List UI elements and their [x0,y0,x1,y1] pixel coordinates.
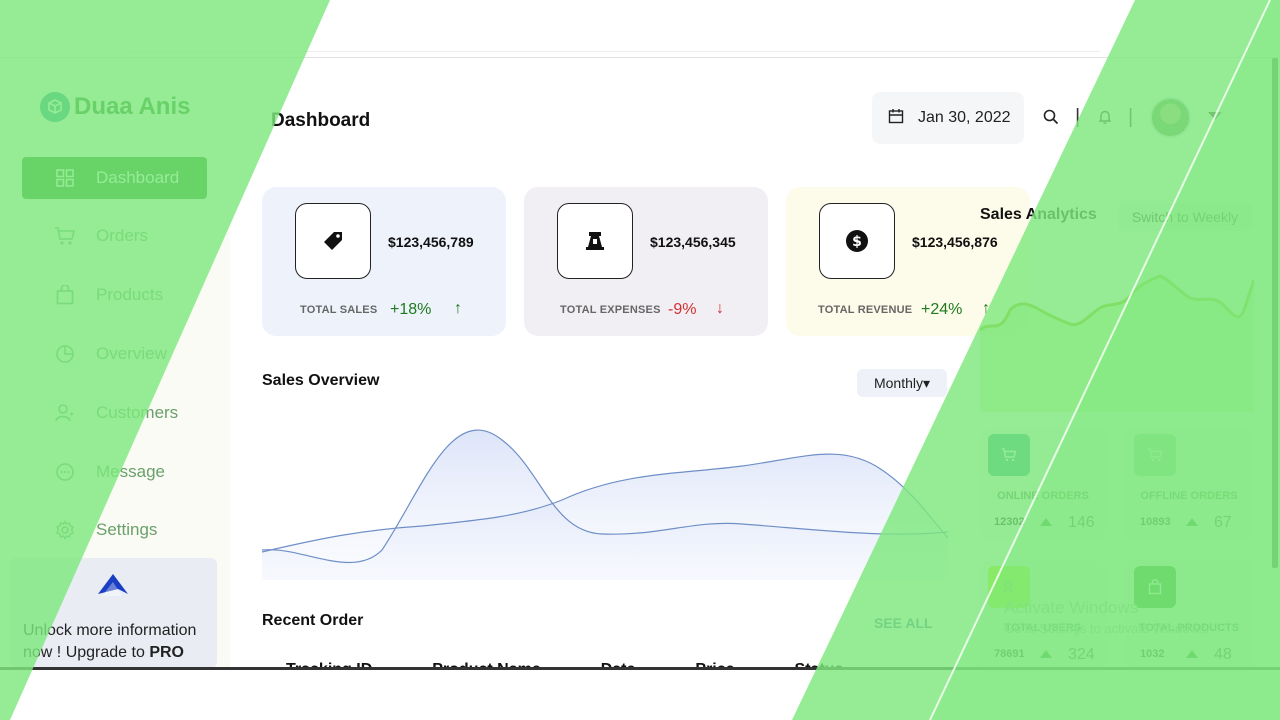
card-label: TOTAL EXPENSES [560,304,661,316]
header-separator: | [1075,106,1081,128]
card-value: $123,456,789 [388,234,474,250]
sidebar-item-label: Overview [96,344,167,363]
avatar[interactable] [1150,97,1191,138]
sidebar-item-label: Orders [96,226,148,245]
triangle-up-icon [1040,650,1052,658]
column-header: Date [600,661,636,670]
card-label: TOTAL REVENUE [818,304,913,316]
stat-value: 1032 [1140,648,1165,660]
sidebar-item-message[interactable]: Message [22,451,207,493]
bottom-divider [0,667,1280,670]
card-value: $123,456,345 [650,234,736,250]
sidebar-item-label: Settings [96,520,158,539]
sidebar-item-label: Products [96,285,164,304]
total-expenses-card: $123,456,345 TOTAL EXPENSES -9% ↓ [524,187,768,336]
sidebar-item-orders[interactable]: Orders [22,215,207,257]
analytics-area [980,276,1254,412]
cart-icon [54,225,76,247]
period-dropdown[interactable]: Monthly▾ [857,369,947,397]
brand[interactable]: Duaa Anis [40,92,190,122]
card-change: +24% [921,301,963,318]
svg-text:$: $ [852,234,862,250]
scrollbar[interactable] [1272,58,1278,568]
sidebar-item-settings[interactable]: Settings [22,509,207,551]
series-line-1 [262,429,948,564]
date-picker[interactable]: Jan 30, 2022 [872,92,1024,144]
sales-overview-chart [262,429,948,580]
stat-online-orders: ONLINE ORDERS 12302 146 [980,428,1106,540]
sales-overview-title: Sales Overview [262,372,380,389]
pie-chart-icon [54,343,76,365]
activation-watermark-subtitle: Go to Settings to activate Windows. [1004,621,1210,636]
grid-icon [54,167,76,189]
cube-logo-icon [40,92,70,122]
users-icon [54,402,76,424]
bag-icon [1134,566,1176,608]
column-header: Product Name [432,661,541,670]
chat-icon [54,461,76,483]
brand-name: Duaa Anis [74,93,191,120]
date-value: Jan 30, 2022 [918,109,1011,126]
expenses-icon [557,203,633,279]
activation-watermark-title: Activate Windows [1004,598,1139,617]
triangle-up-icon [1186,650,1198,658]
stat-label: ONLINE ORDERS [997,490,1089,502]
stat-label: OFFLINE ORDERS [1140,490,1238,502]
stat-change: 146 [1068,514,1095,531]
browser-topbar [0,0,1280,58]
stat-change: 324 [1068,646,1095,663]
dollar-icon: $ [819,203,895,279]
stat-change: 48 [1214,646,1232,663]
total-sales-card: $123,456,789 TOTAL SALES +18% ↑ [262,187,506,336]
card-change: -9% [668,301,697,318]
header-separator: | [1128,106,1134,128]
column-header: Price [695,661,735,670]
sidebar-item-customers[interactable]: Customers [22,392,207,434]
arrow-up-icon: ↑ [454,300,462,317]
promo-text: Unlock more information now ! Upgrade to… [23,622,197,661]
cart-icon [1134,434,1176,476]
sidebar-item-overview[interactable]: Overview [22,333,207,375]
sidebar: Duaa Anis Dashboard Orders Products Over… [0,58,230,668]
recent-order-title: Recent Order [262,612,364,629]
triangle-up-icon [1186,518,1198,526]
sidebar-item-products[interactable]: Products [22,274,207,316]
bag-icon [54,284,76,306]
triangle-up-icon [1040,518,1052,526]
arrow-down-icon: ↓ [716,300,724,317]
cart-icon [988,434,1030,476]
sales-analytics-title: Sales Analytics [980,206,1097,223]
address-bar[interactable] [130,12,1100,52]
search-icon[interactable] [1042,108,1060,126]
switch-weekly-button[interactable]: Switch to Weekly [1118,203,1252,231]
stat-value: 12302 [994,516,1025,528]
tag-icon [295,203,371,279]
upgrade-promo[interactable]: Unlock more information now ! Upgrade to… [10,558,217,668]
sidebar-item-label: Customers [96,403,179,422]
chevron-down-icon[interactable] [1208,112,1222,120]
sidebar-item-label: Message [96,462,165,481]
see-all-link[interactable]: SEE ALL [874,615,933,631]
page-title: Dashboard [271,110,371,131]
sales-analytics-chart [980,274,1254,412]
rocket-logo-icon [96,572,130,603]
stat-value: 10893 [1140,516,1171,528]
card-change: +18% [390,301,432,318]
stat-value: 78691 [994,648,1025,660]
stat-total-products: TOTAL PRODUCTS 1032 48 [1126,560,1252,672]
gear-icon [54,519,76,541]
stat-change: 67 [1214,514,1232,531]
calendar-icon [888,108,904,129]
bell-icon[interactable] [1096,108,1114,126]
stat-offline-orders: OFFLINE ORDERS 10893 67 [1126,428,1252,540]
card-label: TOTAL SALES [300,304,378,316]
sidebar-item-dashboard[interactable]: Dashboard [22,157,207,199]
sidebar-item-label: Dashboard [96,168,180,187]
series-area-2 [262,454,948,580]
